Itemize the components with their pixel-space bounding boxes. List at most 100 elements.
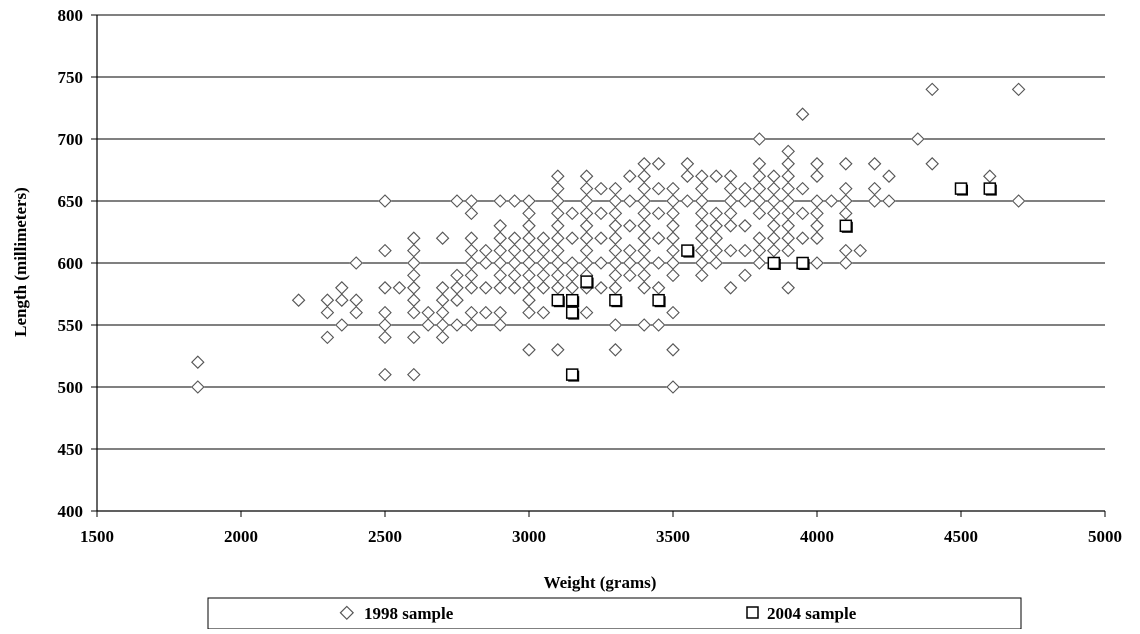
- point-1998: [637, 231, 651, 245]
- point-1998: [839, 256, 853, 270]
- point-1998: [608, 318, 623, 332]
- point-1998: [349, 256, 363, 270]
- point-1998: [378, 281, 392, 295]
- point-1998: [651, 281, 666, 295]
- point-1998: [522, 243, 536, 258]
- point-1998: [666, 256, 680, 270]
- point-1998: [723, 181, 738, 196]
- point-1998: [781, 219, 795, 233]
- point-1998: [637, 181, 651, 196]
- point-2004: [983, 182, 997, 195]
- point-1998: [407, 330, 421, 345]
- point-1998: [752, 194, 767, 208]
- point-1998: [551, 194, 565, 208]
- point-1998: [479, 256, 493, 270]
- point-1998: [608, 268, 623, 283]
- point-1998: [637, 169, 651, 183]
- point-1998: [666, 219, 680, 233]
- point-1998: [795, 231, 810, 245]
- point-2004: [954, 182, 968, 195]
- point-1998: [608, 243, 623, 258]
- point-1998: [983, 169, 997, 183]
- point-1998: [536, 281, 551, 295]
- point-1998: [666, 181, 680, 196]
- point-1998: [579, 243, 594, 258]
- point-1998: [709, 243, 723, 258]
- point-1998: [767, 194, 781, 208]
- point-1998: [651, 318, 666, 332]
- point-1998: [752, 169, 767, 183]
- point-1998: [536, 305, 551, 320]
- point-1998: [925, 157, 939, 171]
- point-1998: [781, 169, 795, 183]
- point-1998: [810, 231, 824, 245]
- point-1998: [651, 181, 666, 196]
- point-1998: [378, 243, 392, 258]
- legend-box: [207, 597, 1022, 630]
- point-1998: [565, 281, 579, 295]
- point-1998: [738, 268, 752, 283]
- point-1998: [709, 256, 723, 270]
- point-1998: [709, 231, 723, 245]
- point-1998: [551, 219, 565, 233]
- point-1998: [450, 268, 464, 283]
- point-1998: [608, 181, 623, 196]
- point-1998: [666, 380, 680, 394]
- point-1998: [479, 243, 493, 258]
- point-1998: [637, 281, 651, 295]
- point-1998: [637, 206, 651, 221]
- tick-labels: 400 450 500 550 600 650 700 750 800 1500 2000 2500 3…: [58, 6, 1123, 546]
- point-1998: [695, 243, 709, 258]
- point-1998: [666, 268, 680, 283]
- point-1998: [767, 181, 781, 196]
- point-1998: [493, 243, 507, 258]
- point-1998: [781, 206, 795, 221]
- point-2004: [565, 306, 579, 319]
- y-tick-label: 400: [58, 502, 84, 521]
- point-1998: [695, 194, 709, 208]
- point-1998: [464, 305, 479, 320]
- point-1998: [594, 281, 608, 295]
- point-1998: [536, 231, 551, 245]
- point-1998: [493, 318, 507, 332]
- point-2004: [551, 293, 565, 307]
- point-1998: [464, 231, 479, 245]
- point-1998: [407, 268, 421, 283]
- y-tick-label: 450: [58, 440, 84, 459]
- y-tick-label: 750: [58, 68, 84, 87]
- point-1998: [781, 181, 795, 196]
- point-1998: [522, 194, 536, 208]
- point-1998: [738, 194, 752, 208]
- point-1998: [493, 231, 507, 245]
- x-tick-label: 3000: [512, 527, 546, 546]
- point-1998: [378, 330, 392, 345]
- x-axis-title: Weight (grams): [544, 573, 657, 592]
- point-1998: [551, 243, 565, 258]
- point-2004: [609, 293, 622, 307]
- point-1998: [493, 281, 507, 295]
- point-1998: [738, 219, 752, 233]
- point-1998: [666, 305, 680, 320]
- point-1998: [507, 243, 522, 258]
- point-1998: [882, 169, 896, 183]
- point-1998: [637, 268, 651, 283]
- point-2004: [839, 219, 853, 233]
- point-1998: [335, 318, 349, 332]
- point-1998: [608, 194, 623, 208]
- point-1998: [507, 231, 522, 245]
- point-1998: [810, 169, 824, 183]
- point-1998: [435, 305, 450, 320]
- point-1998: [579, 181, 594, 196]
- point-1998: [551, 181, 565, 196]
- y-tick-label: 600: [58, 254, 84, 273]
- point-1998: [191, 380, 205, 394]
- point-1998: [839, 243, 853, 258]
- point-1998: [839, 181, 853, 196]
- point-1998: [637, 318, 651, 332]
- point-1998: [623, 219, 637, 233]
- point-1998: [623, 268, 637, 283]
- point-1998: [551, 281, 565, 295]
- point-1998: [594, 256, 608, 270]
- point-1998: [479, 305, 493, 320]
- point-2004: [652, 293, 665, 307]
